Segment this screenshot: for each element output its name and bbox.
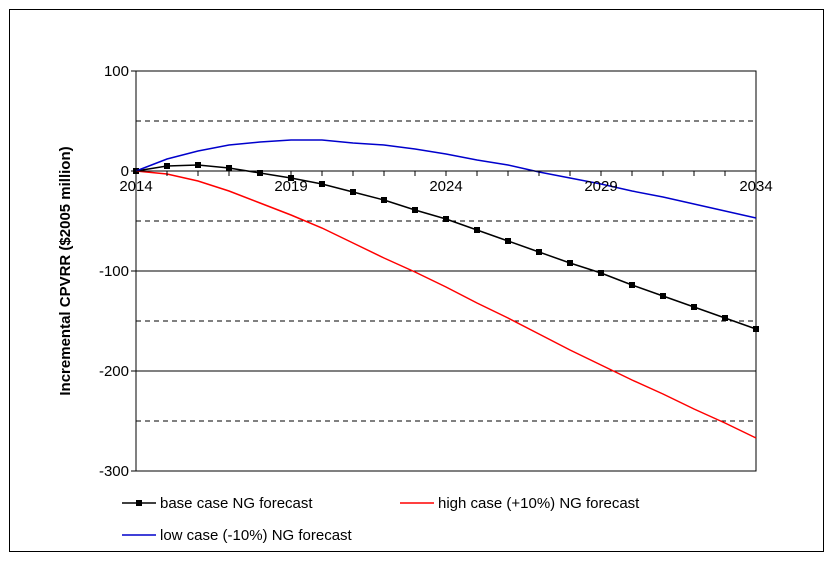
y-tick-label: -300 (99, 463, 129, 480)
data-point (319, 181, 325, 187)
legend-label: high case (+10%) NG forecast (438, 495, 640, 512)
y-axis-title: Incremental CPVRR ($2005 million) (57, 146, 74, 395)
data-point (226, 165, 232, 171)
axes: 100 0 -100 -200 -300 2014 2019 2024 2029 2034 (99, 63, 773, 480)
legend-label: low case (-10%) NG forecast (160, 527, 353, 544)
data-point (381, 197, 387, 203)
data-point (691, 304, 697, 310)
y-tick-label: -100 (99, 263, 129, 280)
data-point (195, 162, 201, 168)
data-point (443, 216, 449, 222)
gridlines (136, 70, 756, 472)
data-point (412, 207, 418, 213)
y-tick-label: -200 (99, 363, 129, 380)
legend-label: base case NG forecast (160, 495, 313, 512)
data-point (474, 227, 480, 233)
data-point (350, 189, 356, 195)
x-tick-label: 2029 (584, 178, 617, 195)
data-point (660, 293, 666, 299)
data-point (567, 260, 573, 266)
x-tick-label: 2019 (274, 178, 307, 195)
data-point (164, 163, 170, 169)
data-point (505, 238, 511, 244)
data-point (536, 249, 542, 255)
y-tick-label: 0 (121, 163, 129, 180)
legend: base case NG forecast high case (+10%) NG… (122, 495, 640, 544)
data-point (598, 270, 604, 276)
x-tick-label: 2034 (739, 178, 772, 195)
data-point (722, 315, 728, 321)
x-tick-label: 2024 (429, 178, 462, 195)
x-tick-label: 2014 (119, 178, 152, 195)
data-point (753, 326, 759, 332)
series-line-3 (135, 139, 757, 219)
data-point (288, 175, 294, 181)
legend-marker (136, 500, 142, 506)
series-layer (133, 139, 759, 439)
series-line-2 (135, 170, 757, 439)
data-point (629, 282, 635, 288)
y-tick-label: 100 (104, 63, 129, 80)
